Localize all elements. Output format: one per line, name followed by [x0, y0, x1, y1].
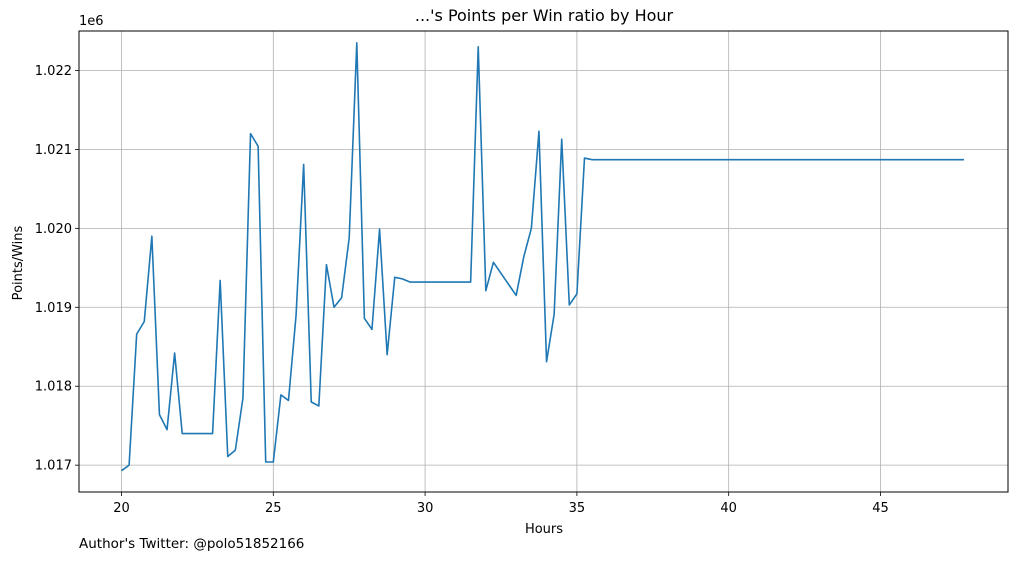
y-offset-label: 1e6: [79, 14, 104, 29]
x-tick-label: 40: [720, 501, 737, 516]
x-tick-label: 25: [265, 501, 282, 516]
y-tick-label: 1.022: [35, 64, 72, 79]
y-tick-label: 1.021: [35, 143, 72, 158]
plot-frame: [78, 30, 1009, 493]
y-tick-label: 1.019: [35, 301, 72, 316]
x-tick-label: 30: [417, 501, 434, 516]
axis-ticks: 20 25 30 35 40 45 1.017 1.018 1.019 1.020 1.021 1.0…: [35, 64, 889, 516]
plot-area: [121, 42, 964, 472]
series-line: [121, 42, 964, 472]
y-tick-label: 1.020: [35, 222, 72, 237]
x-tick-label: 20: [113, 501, 130, 516]
author-footer: Author's Twitter: @polo51852166: [79, 536, 305, 552]
y-axis-label: Points/Wins: [11, 225, 26, 300]
x-axis-label: Hours: [525, 522, 563, 537]
chart-title: ...'s Points per Win ratio by Hour: [415, 6, 674, 25]
grid: [79, 31, 1008, 492]
x-tick-label: 45: [872, 501, 889, 516]
y-tick-label: 1.017: [35, 459, 72, 474]
y-tick-label: 1.018: [35, 380, 72, 395]
x-tick-label: 35: [569, 501, 586, 516]
